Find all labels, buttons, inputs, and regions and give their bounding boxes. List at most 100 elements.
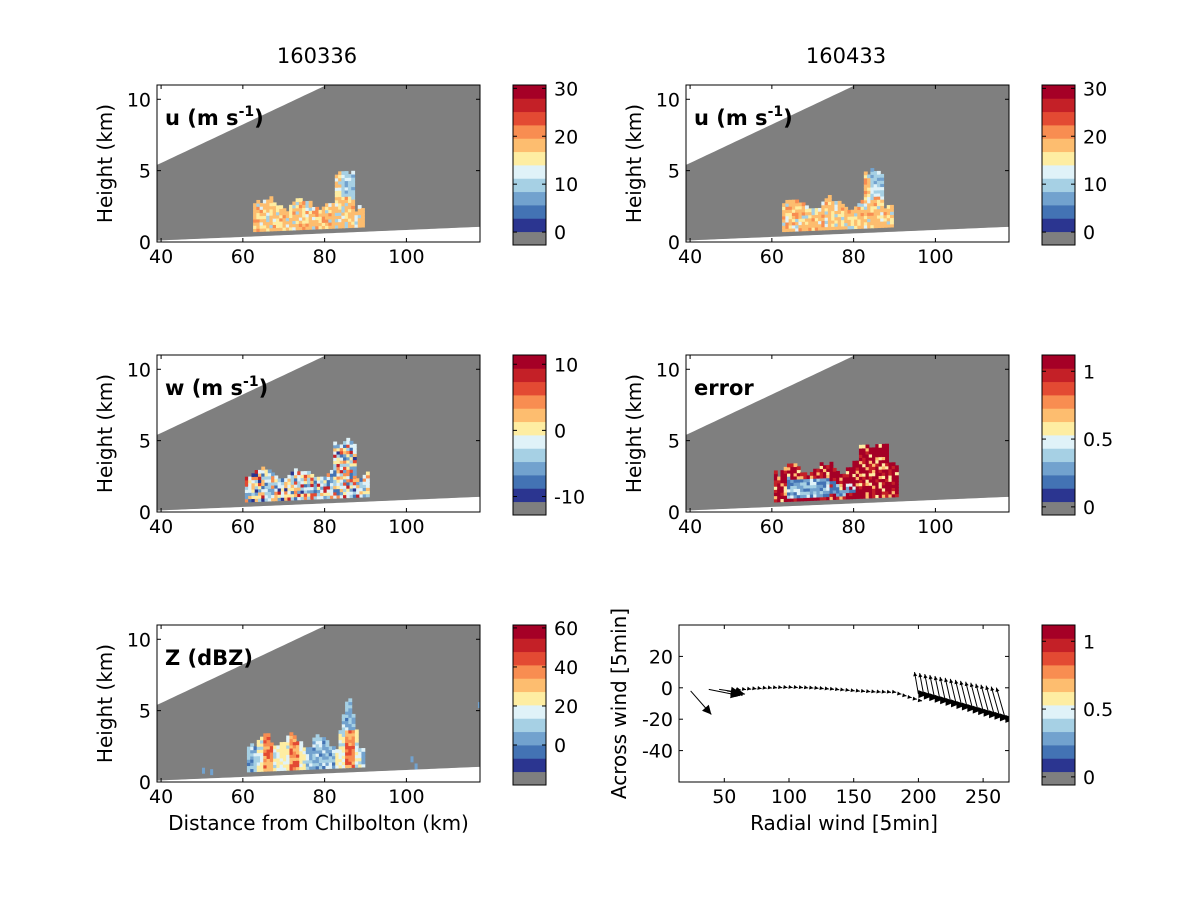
- colorbar-tick-label: 0: [1083, 497, 1095, 519]
- cell: [862, 450, 867, 455]
- cell: [793, 463, 798, 468]
- cell: [346, 440, 351, 445]
- cell: [818, 211, 822, 215]
- cell: [272, 224, 277, 229]
- cell: [334, 180, 339, 185]
- cell: [266, 208, 271, 213]
- cell: [773, 495, 778, 500]
- cell: [276, 751, 281, 756]
- cell: [257, 488, 262, 493]
- cell: [316, 489, 321, 494]
- cell: [264, 491, 269, 496]
- cell: [269, 205, 274, 210]
- cell: [819, 496, 824, 501]
- cell: [862, 460, 867, 465]
- x-tick-label: 200: [900, 786, 936, 808]
- cell: [289, 751, 294, 755]
- cell: [870, 190, 875, 194]
- cell: [261, 488, 266, 493]
- cell: [837, 203, 842, 208]
- cell: [333, 441, 338, 446]
- cell: [346, 462, 351, 467]
- cell: [344, 221, 349, 226]
- plot-area-u2: [686, 85, 1009, 241]
- cell: [863, 184, 868, 188]
- colorbar-swatch: [1042, 151, 1075, 166]
- cell: [333, 488, 338, 493]
- cell: [357, 211, 362, 216]
- cell: [272, 208, 277, 213]
- cell: [256, 206, 261, 210]
- colorbar-swatch: [513, 745, 546, 759]
- cell: [344, 202, 349, 207]
- cell: [290, 477, 295, 482]
- cell: [863, 209, 868, 213]
- cell: [287, 496, 292, 501]
- colorbar-frame: [512, 84, 547, 246]
- cell: [345, 758, 349, 762]
- cell: [296, 750, 300, 755]
- cell: [248, 476, 253, 481]
- axes-frame: [685, 84, 1010, 243]
- cell: [816, 478, 821, 482]
- cell: [803, 475, 808, 480]
- cell: [788, 209, 793, 213]
- cell: [842, 480, 847, 484]
- cell: [855, 495, 860, 499]
- cell: [341, 733, 346, 737]
- colorbar-swatch: [513, 231, 546, 246]
- cell: [253, 203, 257, 207]
- cell: [262, 199, 267, 204]
- cell: [840, 216, 845, 221]
- cell: [302, 766, 307, 770]
- cell: [888, 487, 893, 492]
- cell: [279, 748, 284, 753]
- cell: [868, 485, 873, 489]
- cell: [842, 495, 847, 500]
- cell: [362, 474, 367, 479]
- wind-arrow: [970, 682, 979, 712]
- cell: [806, 478, 811, 483]
- cell: [878, 469, 883, 473]
- cell: [855, 463, 860, 468]
- cell: [348, 729, 353, 734]
- cell: [261, 469, 266, 474]
- cell: [322, 762, 327, 767]
- colorbar-swatch: [513, 691, 546, 706]
- cell: [894, 471, 899, 476]
- cell: [256, 221, 261, 226]
- colorbar-swatch: [513, 125, 546, 139]
- cell: [300, 490, 305, 494]
- cell: [321, 215, 326, 220]
- arrow-head: [793, 685, 798, 689]
- cell: [261, 485, 266, 490]
- cell: [275, 227, 280, 232]
- cell: [349, 475, 354, 480]
- cell: [272, 211, 277, 216]
- cell: [865, 485, 870, 490]
- cell: [881, 446, 886, 451]
- x-tick-label: 60: [231, 246, 255, 268]
- cell: [832, 474, 837, 478]
- colorbar-swatch: [1042, 718, 1075, 733]
- cell: [326, 482, 331, 487]
- colorbar-frame: [1041, 354, 1076, 516]
- colorbar-swatch: [1042, 651, 1075, 666]
- cell: [348, 758, 353, 762]
- axes-frame: [685, 354, 1010, 513]
- cell: [341, 183, 346, 188]
- cell: [788, 202, 793, 207]
- cell: [863, 218, 868, 223]
- cell: [298, 213, 303, 218]
- cell: [890, 204, 894, 209]
- cell: [341, 221, 346, 226]
- cell: [273, 745, 277, 750]
- colorbar-tick-label: -10: [554, 486, 585, 508]
- cell: [867, 187, 871, 191]
- cell: [894, 477, 899, 482]
- cell: [359, 478, 364, 482]
- cell: [354, 748, 359, 753]
- cell: [863, 199, 868, 204]
- cell: [286, 751, 291, 755]
- cell: [287, 487, 292, 492]
